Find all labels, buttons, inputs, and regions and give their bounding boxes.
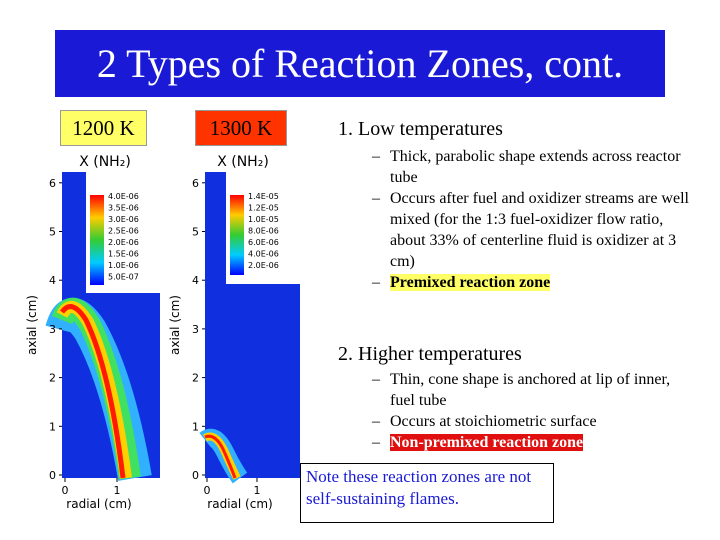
- plot-title: X (NH₂): [217, 154, 269, 170]
- bullet-item: Thin, cone shape is anchored at lip of i…: [372, 369, 690, 411]
- y-tick-label: 4: [49, 274, 56, 287]
- y-tick-label: 2: [192, 372, 199, 385]
- bullet-text: Thin, cone shape is anchored at lip of i…: [390, 371, 671, 409]
- slide-title: 2 Types of Reaction Zones, cont.: [55, 30, 665, 97]
- colorbar-label: 3.5E-06: [108, 204, 139, 213]
- y-tick-label: 3: [49, 323, 56, 336]
- y-tick-label: 6: [49, 177, 56, 190]
- contour-plot: [45, 172, 160, 481]
- axis-label: axial (cm): [168, 295, 182, 355]
- colorbar-label: 5.0E-07: [108, 273, 139, 282]
- x-tick-label: 1: [254, 484, 261, 497]
- section-heading: 2. Higher temperatures: [338, 343, 522, 365]
- colorbar-label: 1.0E-06: [108, 261, 139, 270]
- colorbar-label: 4.0E-06: [108, 192, 139, 201]
- y-tick-label: 0: [49, 469, 56, 482]
- y-tick-label: 3: [192, 323, 199, 336]
- note-box: Note these reaction zones are not self-s…: [300, 463, 554, 523]
- colorbar-label: 6.0E-06: [248, 238, 279, 247]
- temperature-label: 1200 K: [60, 110, 147, 146]
- bullet-text: Non-premixed reaction zone: [390, 434, 584, 451]
- bullet-item: Non-premixed reaction zone: [372, 432, 690, 453]
- bullet-text: Thick, parabolic shape extends across re…: [390, 148, 681, 186]
- colorbar-label: 8.0E-06: [248, 227, 279, 236]
- colorbar-label: 2.5E-06: [108, 227, 139, 236]
- colorbar-label: 2.0E-06: [108, 238, 139, 247]
- y-tick-label: 5: [49, 226, 56, 239]
- colorbar: [90, 195, 104, 285]
- contour: [59, 304, 126, 479]
- section-heading: 1. Low temperatures: [338, 118, 503, 140]
- y-tick-label: 0: [192, 469, 199, 482]
- temperature-label: 1300 K: [195, 110, 287, 146]
- y-tick-label: 4: [192, 274, 199, 287]
- x-tick-label: 1: [114, 484, 121, 497]
- colorbar-label: 1.5E-06: [108, 250, 139, 259]
- colorbar-label: 1.0E-05: [248, 215, 279, 224]
- x-tick-label: 0: [204, 484, 211, 497]
- bullet-item: Premixed reaction zone: [372, 272, 690, 293]
- y-tick-label: 2: [49, 372, 56, 385]
- bullet-text: Occurs at stoichiometric surface: [390, 413, 597, 430]
- axis-label: radial (cm): [66, 497, 131, 511]
- axis-label: radial (cm): [207, 497, 272, 511]
- colorbar-label: 2.0E-06: [248, 261, 279, 270]
- x-tick-label: 0: [62, 484, 69, 497]
- colorbar-label: 3.0E-06: [108, 215, 139, 224]
- colorbar-label: 1.4E-05: [248, 192, 279, 201]
- axis-label: axial (cm): [25, 295, 39, 355]
- bullet-list: Thin, cone shape is anchored at lip of i…: [372, 369, 690, 453]
- bullet-list: Thick, parabolic shape extends across re…: [372, 146, 690, 293]
- y-tick-label: 1: [49, 420, 56, 433]
- contour-plot: [199, 172, 300, 484]
- colorbar-label: 1.2E-05: [248, 204, 279, 213]
- colorbar-label: 4.0E-06: [248, 250, 279, 259]
- bullet-text: Premixed reaction zone: [390, 274, 551, 291]
- y-tick-label: 5: [192, 226, 199, 239]
- bullet-item: Occurs at stoichiometric surface: [372, 411, 690, 432]
- colorbar: [230, 195, 244, 275]
- bullet-text: Occurs after fuel and oxidizer streams a…: [390, 190, 689, 270]
- bullet-item: Thick, parabolic shape extends across re…: [372, 146, 690, 188]
- y-tick-label: 6: [192, 177, 199, 190]
- bullet-item: Occurs after fuel and oxidizer streams a…: [372, 188, 690, 272]
- y-tick-label: 1: [192, 420, 199, 433]
- contour: [204, 434, 237, 479]
- plot-title: X (NH₂): [79, 154, 131, 170]
